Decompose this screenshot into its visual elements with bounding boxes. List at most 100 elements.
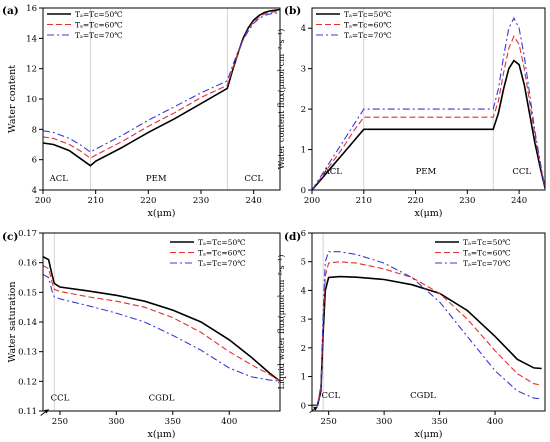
y-tick-label: 4 [301,286,306,296]
y-tick-label: 4 [301,24,306,34]
legend: Tₐ=Tᴄ=50℃ Tₐ=Tᴄ=60℃Tₐ=Tᴄ=70℃ [47,10,123,40]
series-line-3 [43,274,280,382]
panel-label: (d) [284,231,301,243]
x-tick-label: 240 [246,196,262,206]
x-tick-label: 200 [304,196,320,206]
x-tick-label: 400 [487,417,503,427]
x-axis-label: x(μm) [415,429,443,440]
legend: Tₐ=Tᴄ=50℃ Tₐ=Tᴄ=60℃Tₐ=Tᴄ=70℃ [170,238,246,268]
y-tick-label: 0.15 [18,288,37,298]
region-label-cgdl: CGDL [149,394,175,404]
y-tick-label: 0 [301,186,306,196]
y-tick-label: 12 [26,65,37,75]
region-label-acl: ACL [323,167,343,177]
x-tick-label: 230 [193,196,209,206]
series-line-2 [43,10,280,159]
y-tick-label: 0.16 [18,259,37,269]
y-tick-label: 1 [301,373,306,383]
region-label-ccl: CCL [322,391,341,401]
region-label-ccl: CCL [51,394,70,404]
y-tick-label: 3 [301,65,306,75]
series-line-2 [312,35,545,190]
y-tick-label: 0 [301,401,306,411]
region-label-ccl: CCL [244,174,263,184]
x-tick-label: 220 [407,196,423,206]
series-line-3 [312,251,542,406]
legend-label-2: Tₐ=Tᴄ=60℃ [344,21,392,30]
panel-label: (b) [284,5,301,17]
region-label-pem: PEM [416,167,437,177]
series-line-2 [312,261,542,406]
y-tick-label: 4 [32,186,37,196]
y-tick-label: 2 [301,105,306,115]
x-tick-label: 200 [35,196,51,206]
y-axis-label: Water saturation [7,282,18,363]
chart-panel-2: 200 210 220 230 240 0 1 2 3 4 x(μm) Water content f… [276,5,546,219]
x-tick-label: 350 [165,417,181,427]
y-axis-label: Liquid water flux(μmol·cm⁻²·s⁻¹) [276,255,286,390]
y-tick-label: 0.12 [18,377,37,387]
y-tick-label: 5 [301,258,306,268]
x-axis-label: x(μm) [148,208,176,219]
x-tick-label: 250 [321,417,337,427]
y-tick-label: 2 [301,344,306,354]
series-line-1 [312,59,545,190]
legend: Tₐ=Tᴄ=50℃ Tₐ=Tᴄ=60℃Tₐ=Tᴄ=70℃ [435,238,511,268]
x-tick-label: 300 [108,417,124,427]
series-line-3 [312,16,545,190]
region-label-acl: ACL [49,174,69,184]
region-label-pem: PEM [146,174,167,184]
y-tick-label: 3 [301,315,306,325]
axes-frame [311,232,546,412]
series-line-1 [43,8,280,167]
panel-label: (a) [2,5,19,17]
series-line-3 [43,12,280,153]
x-tick-label: 230 [459,196,475,206]
pointer-arrow-head [313,406,318,411]
x-tick-label: 240 [511,196,527,206]
y-tick-label: 6 [32,156,37,166]
chart-panel-4: 250 300 350 400 0 1 2 3 4 5 6 x(μm) Liquid water flu… [276,229,546,440]
x-tick-label: 250 [52,417,68,427]
axes-frame [311,7,546,191]
x-tick-label: 350 [431,417,447,427]
y-tick-label: 1 [301,146,306,156]
y-tick-label: 0.11 [18,407,37,417]
panel-label: (c) [2,231,18,243]
y-axis-label: Water content [7,65,18,133]
legend-label-1: Tₐ=Tᴄ=50℃ [75,10,123,19]
x-axis-label: x(μm) [415,208,443,219]
legend: Tₐ=Tᴄ=50℃ Tₐ=Tᴄ=60℃Tₐ=Tᴄ=70℃ [316,10,392,40]
y-tick-label: 16 [26,4,37,14]
x-tick-label: 400 [221,417,237,427]
legend-label-1: Tₐ=Tᴄ=50℃ [198,238,246,247]
pointer-arrow-head [44,409,49,414]
legend-label-3: Tₐ=Tᴄ=70℃ [198,259,246,268]
series-line-1 [312,275,542,407]
x-tick-label: 300 [376,417,392,427]
legend-label-2: Tₐ=Tᴄ=60℃ [198,249,246,258]
y-tick-label: 0.17 [18,229,37,239]
x-axis-label: x(μm) [148,429,176,440]
legend-label-1: Tₐ=Tᴄ=50℃ [463,238,511,247]
chart-panel-3: 250 300 350 400 0.11 0.12 0.13 0.14 0.15 0.16 0.17… [2,229,281,440]
legend-label-3: Tₐ=Tᴄ=70℃ [344,31,392,40]
y-tick-label: 0.13 [18,348,37,358]
y-tick-label: 6 [301,229,306,239]
x-tick-label: 220 [140,196,156,206]
x-tick-label: 210 [356,196,372,206]
y-tick-label: 0.14 [18,318,37,328]
series-line-2 [43,265,280,382]
chart-panel-1: 200 210 220 230 240 4 6 8 10 12 14 16 x(μm) Water con… [2,4,281,219]
legend-label-2: Tₐ=Tᴄ=60℃ [463,249,511,258]
region-label-cgdl: CGDL [410,391,436,401]
series-line-1 [43,255,280,382]
legend-label-1: Tₐ=Tᴄ=50℃ [344,10,392,19]
y-tick-label: 14 [26,34,37,44]
region-label-ccl: CCL [512,167,531,177]
y-axis-label: Water content flux(μmol·cm⁻²·s⁻¹) [276,29,286,170]
x-tick-label: 210 [88,196,104,206]
y-tick-label: 8 [32,125,37,135]
legend-label-3: Tₐ=Tᴄ=70℃ [75,31,123,40]
